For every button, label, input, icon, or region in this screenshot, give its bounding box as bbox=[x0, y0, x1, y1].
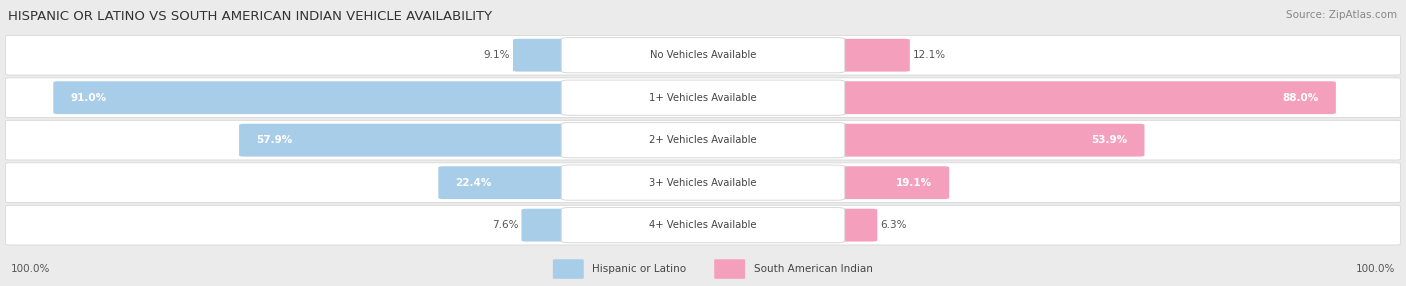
FancyBboxPatch shape bbox=[53, 81, 575, 114]
FancyBboxPatch shape bbox=[239, 124, 575, 157]
Text: 12.1%: 12.1% bbox=[912, 50, 946, 60]
Text: 57.9%: 57.9% bbox=[256, 135, 292, 145]
Text: 88.0%: 88.0% bbox=[1282, 93, 1319, 103]
FancyBboxPatch shape bbox=[6, 205, 1400, 245]
Text: 2+ Vehicles Available: 2+ Vehicles Available bbox=[650, 135, 756, 145]
FancyBboxPatch shape bbox=[561, 123, 845, 158]
Text: 91.0%: 91.0% bbox=[70, 93, 107, 103]
Text: 4+ Vehicles Available: 4+ Vehicles Available bbox=[650, 220, 756, 230]
Text: Hispanic or Latino: Hispanic or Latino bbox=[592, 264, 686, 274]
FancyBboxPatch shape bbox=[561, 208, 845, 243]
Text: 6.3%: 6.3% bbox=[880, 220, 907, 230]
Text: South American Indian: South American Indian bbox=[754, 264, 872, 274]
Text: 100.0%: 100.0% bbox=[11, 264, 51, 274]
FancyBboxPatch shape bbox=[561, 37, 845, 73]
Text: No Vehicles Available: No Vehicles Available bbox=[650, 50, 756, 60]
FancyBboxPatch shape bbox=[439, 166, 575, 199]
FancyBboxPatch shape bbox=[831, 166, 949, 199]
FancyBboxPatch shape bbox=[6, 120, 1400, 160]
FancyBboxPatch shape bbox=[522, 209, 575, 242]
Text: 19.1%: 19.1% bbox=[896, 178, 932, 188]
Text: 100.0%: 100.0% bbox=[1355, 264, 1395, 274]
FancyBboxPatch shape bbox=[553, 259, 583, 279]
Text: 53.9%: 53.9% bbox=[1091, 135, 1128, 145]
Text: 1+ Vehicles Available: 1+ Vehicles Available bbox=[650, 93, 756, 103]
FancyBboxPatch shape bbox=[714, 259, 745, 279]
FancyBboxPatch shape bbox=[831, 81, 1336, 114]
FancyBboxPatch shape bbox=[831, 209, 877, 242]
FancyBboxPatch shape bbox=[831, 124, 1144, 157]
Text: 7.6%: 7.6% bbox=[492, 220, 519, 230]
Text: 9.1%: 9.1% bbox=[484, 50, 510, 60]
FancyBboxPatch shape bbox=[6, 163, 1400, 202]
FancyBboxPatch shape bbox=[513, 39, 575, 72]
Text: 3+ Vehicles Available: 3+ Vehicles Available bbox=[650, 178, 756, 188]
Text: Source: ZipAtlas.com: Source: ZipAtlas.com bbox=[1286, 10, 1398, 20]
FancyBboxPatch shape bbox=[561, 165, 845, 200]
FancyBboxPatch shape bbox=[6, 35, 1400, 75]
FancyBboxPatch shape bbox=[561, 80, 845, 115]
Text: 22.4%: 22.4% bbox=[456, 178, 492, 188]
FancyBboxPatch shape bbox=[6, 78, 1400, 118]
Text: HISPANIC OR LATINO VS SOUTH AMERICAN INDIAN VEHICLE AVAILABILITY: HISPANIC OR LATINO VS SOUTH AMERICAN IND… bbox=[8, 10, 492, 23]
FancyBboxPatch shape bbox=[831, 39, 910, 72]
